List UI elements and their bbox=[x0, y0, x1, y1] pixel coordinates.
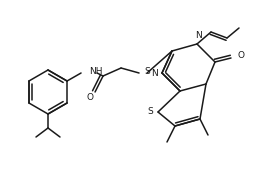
Text: O: O bbox=[237, 52, 244, 60]
Text: O: O bbox=[87, 92, 94, 102]
Text: NH: NH bbox=[89, 66, 103, 76]
Text: S: S bbox=[144, 68, 150, 76]
Text: N: N bbox=[151, 68, 157, 78]
Text: S: S bbox=[147, 108, 153, 116]
Text: N: N bbox=[196, 31, 202, 41]
